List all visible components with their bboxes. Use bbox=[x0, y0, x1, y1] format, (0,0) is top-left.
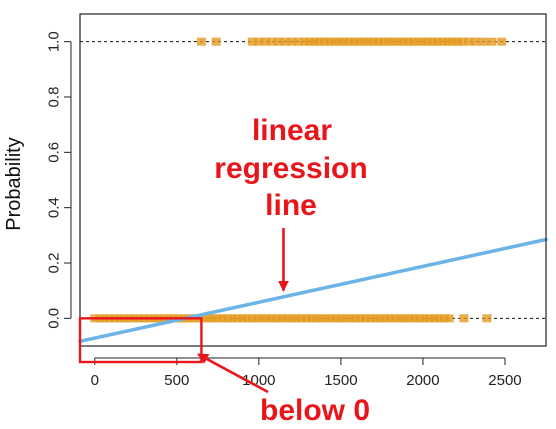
x-tick-label-4: 2000 bbox=[406, 372, 439, 389]
y-tick-label-3: 0.6 bbox=[46, 142, 63, 163]
y-tick-label-2: 0.4 bbox=[46, 197, 63, 218]
annotation-line-2: regression bbox=[214, 152, 367, 185]
x-axis: 0 500 1000 1500 2000 2500 bbox=[91, 357, 522, 389]
regression-line bbox=[78, 237, 548, 344]
y-tick-label-5: 1.0 bbox=[46, 31, 63, 52]
regression-layer bbox=[78, 237, 548, 344]
x-tick-label-2: 1000 bbox=[242, 372, 275, 389]
x-tick-label-0: 0 bbox=[91, 372, 99, 389]
annotation-line-3: line bbox=[265, 189, 317, 222]
x-tick-label-5: 2500 bbox=[488, 372, 521, 389]
annotation-below-zero: below 0 bbox=[260, 394, 370, 427]
below-zero-highlight-box bbox=[78, 317, 203, 364]
plot-frame bbox=[79, 13, 547, 347]
y-axis: 0.0 0.2 0.4 0.6 0.8 1.0 bbox=[46, 31, 72, 329]
y-axis-label: Probability bbox=[3, 137, 25, 230]
x-tick-label-3: 1500 bbox=[324, 372, 357, 389]
annotation-line-1: linear bbox=[252, 114, 332, 147]
y-tick-label-0: 0.0 bbox=[46, 308, 63, 329]
y-tick-label-4: 0.8 bbox=[46, 87, 63, 108]
y-tick-label-1: 0.2 bbox=[46, 253, 63, 274]
below-zero-annotation-arrow bbox=[197, 353, 269, 394]
x-tick-label-1: 500 bbox=[164, 372, 189, 389]
